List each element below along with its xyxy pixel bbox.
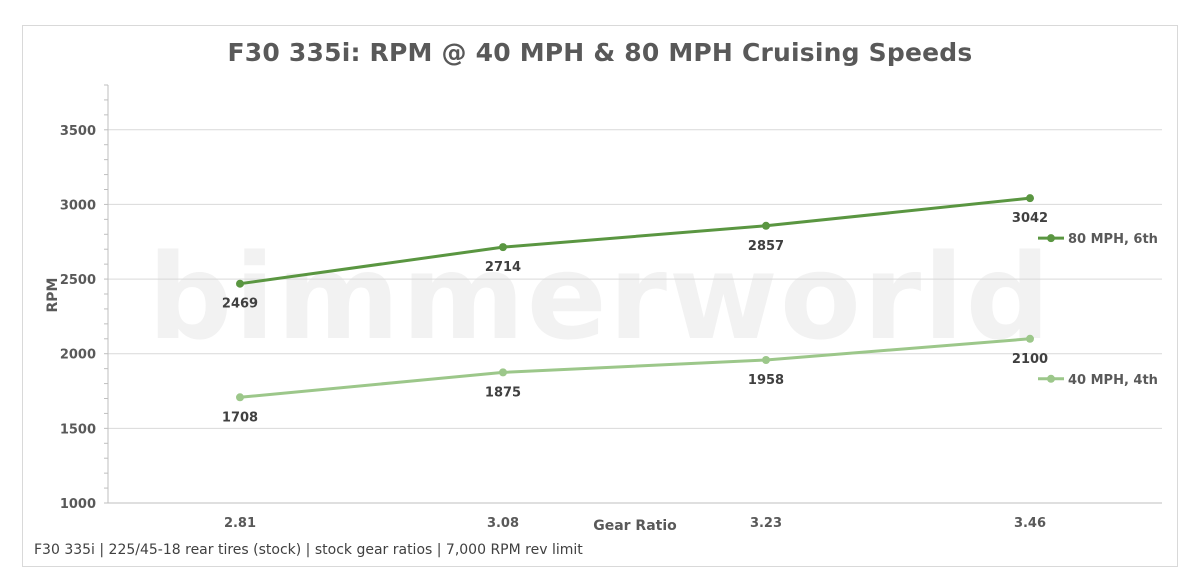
chart-title: F30 335i: RPM @ 40 MPH & 80 MPH Cruising… xyxy=(227,38,973,67)
data-point xyxy=(236,393,244,402)
data-label: 1875 xyxy=(485,385,521,400)
y-tick-label: 2000 xyxy=(60,348,96,363)
data-label: 2714 xyxy=(485,260,521,275)
x-tick-label: 2.81 xyxy=(224,516,256,531)
chart-footnote: F30 335i | 225/45-18 rear tires (stock) … xyxy=(34,542,583,558)
data-label: 1958 xyxy=(748,373,784,388)
legend-marker xyxy=(1047,374,1055,383)
x-axis-label: Gear Ratio xyxy=(593,518,677,534)
data-label: 2100 xyxy=(1012,352,1048,367)
data-point xyxy=(762,355,770,364)
data-label: 3042 xyxy=(1012,211,1048,226)
legend: 80 MPH, 6th 40 MPH, 4th xyxy=(1038,232,1158,388)
data-point xyxy=(236,279,244,288)
data-point xyxy=(499,243,507,252)
series-line xyxy=(238,196,1032,286)
series-line xyxy=(238,337,1032,399)
data-point xyxy=(1026,194,1034,203)
legend-marker xyxy=(1047,234,1055,243)
data-point xyxy=(1026,334,1034,343)
data-point xyxy=(762,221,770,230)
watermark-text: bimmerworld xyxy=(148,228,1052,366)
axes: 1000 1500 2000 2500 3000 3500 2.81 3.08 3.23 3.46 xyxy=(60,84,1162,531)
chart-frame xyxy=(22,25,1178,567)
x-tick-label: 3.08 xyxy=(487,516,519,531)
y-tick-label: 2500 xyxy=(60,273,96,288)
x-tick-label: 3.23 xyxy=(750,516,782,531)
data-point xyxy=(499,368,507,377)
data-label: 2857 xyxy=(748,239,784,254)
y-axis-label: RPM xyxy=(45,278,61,313)
y-tick-label: 1000 xyxy=(60,497,96,512)
y-tick-label: 1500 xyxy=(60,422,96,437)
y-tick-label: 3000 xyxy=(60,198,96,213)
legend-label: 40 MPH, 4th xyxy=(1068,373,1158,388)
legend-label: 80 MPH, 6th xyxy=(1068,232,1158,247)
data-label: 1708 xyxy=(222,410,258,425)
gridlines xyxy=(108,129,1162,429)
x-tick-label: 3.46 xyxy=(1014,516,1046,531)
data-label: 2469 xyxy=(222,297,258,312)
y-tick-label: 3500 xyxy=(60,124,96,139)
series-group: 2469 2714 2857 3042 1708 1875 1958 2100 xyxy=(222,194,1048,425)
